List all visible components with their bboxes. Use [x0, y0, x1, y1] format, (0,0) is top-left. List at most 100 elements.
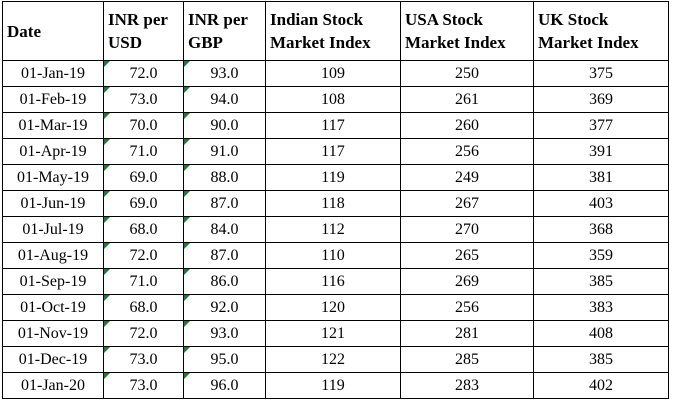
cell-text: 385 — [589, 351, 613, 368]
table-cell: 267 — [400, 190, 534, 217]
table-row: 01-Jun-19 69.0 87.0 118 267 403 — [2, 190, 669, 217]
header-cell: Date — [2, 1, 104, 61]
table-cell: 117 — [265, 112, 401, 139]
cell-text: 119 — [321, 377, 345, 394]
cell-text: 281 — [455, 325, 479, 342]
table-cell: 70.0 — [103, 112, 184, 139]
cell-text: 116 — [321, 273, 345, 290]
table-cell: 01-Aug-19 — [2, 242, 104, 269]
cell-text: 261 — [455, 91, 479, 108]
header-cell: Indian Stock Market Index — [265, 1, 401, 61]
table-cell: 359 — [533, 242, 669, 269]
table-cell: 383 — [533, 294, 669, 321]
cell-text: 01-Apr-19 — [19, 143, 87, 160]
table-row: 01-Dec-19 73.0 95.0 122 285 385 — [2, 346, 669, 373]
table-cell: 69.0 — [103, 190, 184, 217]
cell-text: 408 — [589, 325, 613, 342]
cell-marker — [184, 321, 190, 327]
table-cell: 265 — [400, 242, 534, 269]
cell-marker — [104, 347, 110, 353]
cell-marker — [184, 139, 190, 145]
cell-marker — [184, 61, 190, 67]
table-cell: 112 — [265, 216, 401, 243]
table-cell: 369 — [533, 86, 669, 113]
table-cell: 283 — [400, 372, 534, 399]
table-cell: 88.0 — [183, 164, 266, 191]
header-text: Indian Stock — [270, 10, 364, 29]
cell-text: 01-Oct-19 — [20, 299, 86, 316]
cell-text: 121 — [321, 325, 345, 342]
header-text: UK Stock — [538, 10, 609, 29]
cell-text: 265 — [455, 247, 479, 264]
table-cell: 375 — [533, 60, 669, 87]
cell-text: 71.0 — [129, 143, 158, 160]
table-cell: 73.0 — [103, 346, 184, 373]
header-text: USA Stock — [405, 10, 483, 29]
table-cell: 249 — [400, 164, 534, 191]
table-row: 01-Sep-19 71.0 86.0 116 269 385 — [2, 268, 669, 295]
cell-text: 283 — [455, 377, 479, 394]
cell-text: 01-Jan-20 — [21, 377, 85, 394]
table-cell: 256 — [400, 138, 534, 165]
cell-text: 70.0 — [129, 117, 158, 134]
table-cell: 121 — [265, 320, 401, 347]
cell-text: 250 — [455, 65, 479, 82]
cell-text: 375 — [589, 65, 613, 82]
cell-marker — [104, 269, 110, 275]
cell-text: 270 — [455, 221, 479, 238]
table-cell: 01-Apr-19 — [2, 138, 104, 165]
table-row: 01-Jan-19 72.0 93.0 109 250 375 — [2, 60, 669, 87]
cell-text: 381 — [589, 169, 613, 186]
header-text: Market Index — [538, 33, 639, 52]
header-text: GBP — [188, 33, 223, 52]
table-cell: 01-Oct-19 — [2, 294, 104, 321]
cell-text: 117 — [321, 117, 345, 134]
cell-marker — [184, 295, 190, 301]
table-cell: 69.0 — [103, 164, 184, 191]
table-cell: 281 — [400, 320, 534, 347]
table-cell: 118 — [265, 190, 401, 217]
table-row: 01-May-19 69.0 88.0 119 249 381 — [2, 164, 669, 191]
cell-text: 260 — [455, 117, 479, 134]
table-cell: 87.0 — [183, 242, 266, 269]
table-cell: 01-May-19 — [2, 164, 104, 191]
table-cell: 86.0 — [183, 268, 266, 295]
cell-text: 01-Mar-19 — [18, 117, 88, 134]
cell-marker — [184, 347, 190, 353]
cell-text: 93.0 — [210, 65, 239, 82]
cell-text: 69.0 — [129, 195, 158, 212]
cell-marker — [104, 373, 110, 379]
header-cell: UK Stock Market Index — [533, 1, 669, 61]
cell-marker — [104, 243, 110, 249]
cell-text: 69.0 — [129, 169, 158, 186]
cell-text: 402 — [589, 377, 613, 394]
table-row: 01-Oct-19 68.0 92.0 120 256 383 — [2, 294, 669, 321]
cell-text: 377 — [589, 117, 613, 134]
cell-marker — [104, 113, 110, 119]
table-cell: 391 — [533, 138, 669, 165]
header-text: Date — [7, 21, 41, 41]
table-cell: 385 — [533, 268, 669, 295]
table-cell: 377 — [533, 112, 669, 139]
cell-text: 86.0 — [210, 273, 239, 290]
cell-text: 391 — [589, 143, 613, 160]
cell-text: 369 — [589, 91, 613, 108]
table-cell: 96.0 — [183, 372, 266, 399]
data-table: Date INR per USD INR per GBP Indian Stock Mark… — [2, 1, 669, 399]
table-cell: 119 — [265, 164, 401, 191]
table-cell: 95.0 — [183, 346, 266, 373]
cell-marker — [184, 191, 190, 197]
cell-text: 385 — [589, 273, 613, 290]
cell-text: 72.0 — [129, 65, 158, 82]
table-cell: 368 — [533, 216, 669, 243]
table-cell: 256 — [400, 294, 534, 321]
cell-marker — [104, 61, 110, 67]
cell-text: 72.0 — [129, 247, 158, 264]
table-row: 01-Jan-20 73.0 96.0 119 283 402 — [2, 372, 669, 399]
table-cell: 71.0 — [103, 268, 184, 295]
cell-marker — [184, 373, 190, 379]
cell-text: 87.0 — [210, 195, 239, 212]
cell-text: 90.0 — [210, 117, 239, 134]
table-cell: 87.0 — [183, 190, 266, 217]
